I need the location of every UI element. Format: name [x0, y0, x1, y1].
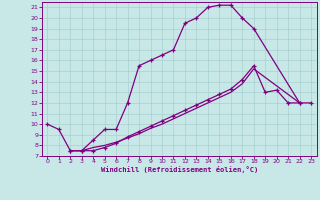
X-axis label: Windchill (Refroidissement éolien,°C): Windchill (Refroidissement éolien,°C): [100, 166, 258, 173]
